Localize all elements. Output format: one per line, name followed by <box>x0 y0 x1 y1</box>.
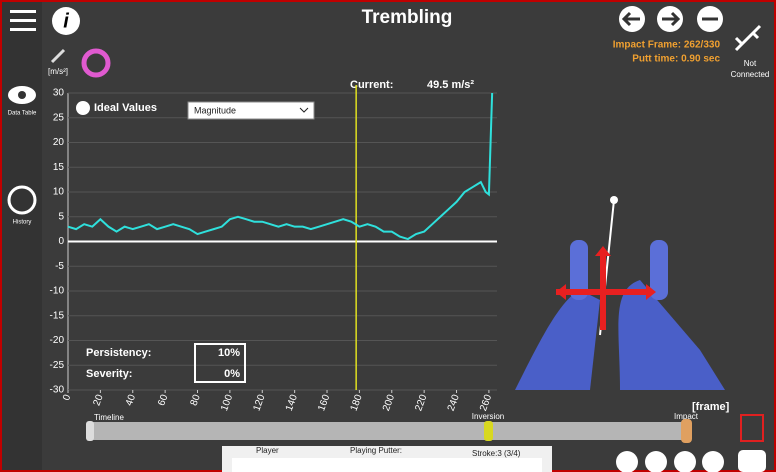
playback-controls[interactable] <box>616 450 766 472</box>
impact-label: Impact <box>674 412 699 421</box>
dropdown-arrow[interactable] <box>299 107 309 113</box>
svg-text:i: i <box>63 10 69 32</box>
putt-time: Putt time: 0.90 sec <box>632 54 720 65</box>
sidebar <box>2 2 42 470</box>
nav-buttons[interactable] <box>619 6 723 32</box>
menu-button[interactable] <box>10 10 36 31</box>
current-value: 49.5 m/s² <box>427 79 474 91</box>
timeline-label: Timeline <box>94 413 124 422</box>
y-tick-label: -10 <box>50 286 65 297</box>
inversion-handle[interactable] <box>484 421 493 441</box>
persistency-value: 10% <box>218 347 240 359</box>
impact-frame: Impact Frame: 262/330 <box>613 40 721 51</box>
player-field[interactable] <box>232 458 542 472</box>
impact-handle[interactable] <box>681 419 692 443</box>
timeline-start[interactable] <box>86 421 94 441</box>
hand-model <box>515 196 725 390</box>
putter-label[interactable]: Playing Putter: <box>350 446 402 455</box>
y-tick-label: -20 <box>50 335 65 346</box>
stroke-label: Stroke:3 (3/4) <box>472 449 521 458</box>
unit-label: [m/s²] <box>48 67 68 76</box>
data-line <box>67 92 494 241</box>
y-tick-label: -25 <box>50 360 65 371</box>
y-tick-label: 30 <box>53 88 65 99</box>
x-tick-label: 0 <box>61 393 73 402</box>
y-tick-label: 5 <box>58 211 64 222</box>
y-tick-label: -15 <box>50 310 65 321</box>
ideal-label[interactable]: Ideal Values <box>94 102 157 114</box>
y-tick-label: 20 <box>53 137 65 148</box>
severity-label: Severity: <box>86 368 132 380</box>
y-tick-label: 25 <box>53 112 65 123</box>
history-label[interactable]: History <box>13 220 32 226</box>
severity-value: 0% <box>224 368 240 380</box>
player-label[interactable]: Player <box>256 446 279 455</box>
ideal-checkbox[interactable] <box>76 101 90 115</box>
pencil-icon[interactable] <box>50 48 66 64</box>
y-tick-label: 0 <box>58 236 64 247</box>
y-tick-label: -30 <box>50 385 65 396</box>
x-tick-label: 60 <box>156 393 170 408</box>
connection-status: Not Connected <box>730 59 770 79</box>
data-table-label[interactable]: Data Table <box>8 111 37 117</box>
timeline-track[interactable] <box>90 422 690 440</box>
x-tick-label: 80 <box>189 393 203 408</box>
plug-icon[interactable] <box>734 24 762 52</box>
history-icon[interactable] <box>7 185 37 215</box>
frame-unit: [frame] <box>692 401 730 413</box>
color-wheel[interactable] <box>81 48 111 78</box>
delete-button[interactable] <box>740 414 764 442</box>
x-tick-label: 20 <box>92 393 106 408</box>
y-tick-label: 15 <box>53 162 65 173</box>
y-tick-label: -5 <box>55 261 64 272</box>
stats-box <box>194 343 246 383</box>
current-label: Current: <box>350 79 393 91</box>
page-title: Trembling <box>362 7 453 28</box>
dropdown[interactable] <box>187 101 315 120</box>
dropdown-label[interactable]: Magnitude <box>194 105 236 115</box>
connection-text: Not Connected <box>730 59 770 79</box>
y-tick-label: 10 <box>53 187 65 198</box>
info-button[interactable]: i <box>52 7 80 35</box>
persistency-label: Persistency: <box>86 347 151 359</box>
x-tick-label: 40 <box>124 393 138 408</box>
inversion-label: Inversion <box>472 412 504 421</box>
